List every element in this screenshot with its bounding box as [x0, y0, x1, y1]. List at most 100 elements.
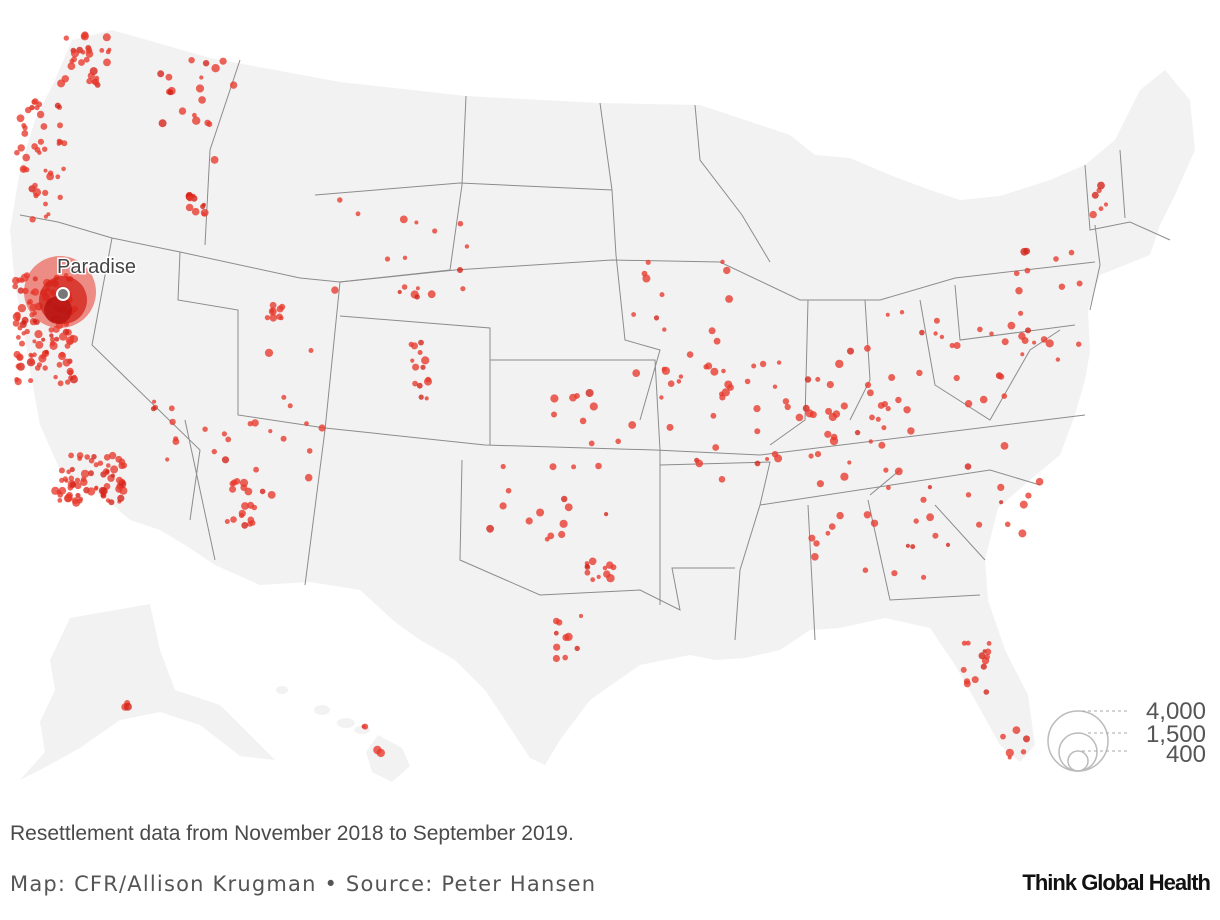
resettlement-dot — [57, 194, 63, 200]
resettlement-dot — [556, 619, 563, 626]
resettlement-dot — [899, 310, 905, 315]
resettlement-dot — [1076, 280, 1083, 287]
resettlement-dot — [211, 63, 220, 73]
resettlement-dot — [562, 654, 568, 661]
resettlement-dot — [562, 634, 570, 641]
resettlement-dot — [1019, 500, 1028, 509]
resettlement-dot — [199, 75, 204, 80]
paradise-marker — [56, 287, 70, 301]
resettlement-dot — [264, 315, 270, 321]
resettlement-dot — [804, 376, 812, 383]
resettlement-dot — [17, 287, 24, 294]
resettlement-dot — [631, 312, 636, 317]
legend-circle-400 — [1067, 750, 1089, 772]
resettlement-dot — [1089, 210, 1097, 219]
resettlement-dot — [659, 292, 665, 298]
resettlement-dot — [98, 486, 107, 495]
resettlement-dot — [225, 436, 232, 443]
resettlement-dot — [721, 368, 726, 374]
resettlement-dot — [40, 123, 48, 130]
resettlement-dot — [118, 458, 126, 466]
resettlement-dot — [69, 481, 76, 488]
resettlement-dot — [355, 211, 361, 217]
resettlement-dot — [34, 105, 40, 111]
resettlement-dot — [71, 56, 77, 63]
resettlement-dot — [867, 389, 874, 397]
resettlement-dot — [244, 487, 253, 496]
resettlement-dot — [169, 418, 176, 426]
resettlement-dot — [64, 493, 73, 502]
resettlement-dot — [561, 495, 568, 503]
resettlement-dot — [421, 356, 430, 365]
resettlement-dot — [1018, 529, 1027, 538]
footnote: Resettlement data from November 2018 to … — [10, 822, 574, 845]
resettlement-dot — [721, 388, 730, 397]
resettlement-dot — [718, 476, 726, 483]
resettlement-dot — [152, 399, 157, 404]
resettlement-dot — [945, 542, 951, 548]
resettlement-dot — [276, 313, 283, 320]
resettlement-dot — [12, 283, 19, 290]
resettlement-dot — [703, 364, 709, 370]
resettlement-dot — [51, 486, 60, 495]
resettlement-dot — [31, 99, 37, 105]
resettlement-dot — [606, 574, 615, 583]
legend-label-1500: 1,500 — [1146, 721, 1206, 748]
resettlement-dot — [373, 745, 382, 755]
resettlement-dot — [457, 267, 463, 273]
resettlement-dot — [80, 49, 86, 55]
resettlement-dot — [103, 454, 111, 461]
resettlement-dot — [1025, 327, 1031, 334]
resettlement-dot — [259, 488, 266, 495]
resettlement-dot — [57, 492, 63, 498]
resettlement-dot — [553, 643, 561, 651]
resettlement-dot — [885, 312, 890, 317]
resettlement-dot — [1000, 442, 1009, 450]
resettlement-dot — [55, 174, 61, 180]
resettlement-dot — [188, 57, 195, 64]
resettlement-dot — [221, 456, 230, 464]
resettlement-dot — [1015, 287, 1023, 295]
resettlement-dot — [241, 502, 249, 510]
resettlement-dot — [103, 58, 111, 67]
resettlement-dot — [754, 428, 761, 435]
resettlement-dot — [397, 289, 402, 295]
resettlement-dot — [287, 403, 293, 409]
resettlement-dot — [832, 410, 841, 418]
resettlement-dot — [318, 424, 326, 432]
resettlement-dot — [230, 516, 237, 523]
resettlement-dot — [933, 331, 938, 336]
resettlement-dot — [65, 379, 71, 385]
resettlement-dot — [44, 349, 49, 354]
resettlement-dot — [1000, 733, 1006, 740]
resettlement-dot — [62, 358, 71, 367]
resettlement-dot — [200, 208, 209, 217]
resettlement-dot — [863, 511, 872, 519]
resettlement-dot — [1076, 341, 1082, 347]
resettlement-dot — [54, 102, 61, 109]
resettlement-dot — [813, 540, 820, 547]
resettlement-dot — [117, 494, 125, 502]
resettlement-dot — [965, 640, 971, 646]
resettlement-dot — [686, 351, 694, 358]
resettlement-dot — [999, 500, 1004, 505]
resettlement-dot — [980, 663, 987, 670]
resettlement-dot — [919, 329, 925, 336]
resettlement-dot — [595, 462, 602, 470]
resettlement-dot — [224, 519, 230, 524]
resettlement-dot — [464, 244, 470, 249]
resettlement-dot — [230, 479, 238, 486]
resettlement-dot — [961, 640, 968, 646]
resettlement-dot — [836, 511, 844, 520]
resettlement-dot — [43, 214, 49, 219]
resettlement-dot — [417, 350, 423, 355]
resettlement-dot — [16, 277, 22, 283]
resettlement-dot — [408, 341, 414, 347]
resettlement-dot — [826, 381, 834, 389]
resettlement-dot — [29, 359, 34, 365]
resettlement-dot — [544, 536, 550, 542]
resettlement-dot — [868, 439, 873, 444]
resettlement-dot — [824, 430, 832, 438]
resettlement-dot — [304, 473, 313, 482]
resettlement-dot — [926, 513, 934, 522]
